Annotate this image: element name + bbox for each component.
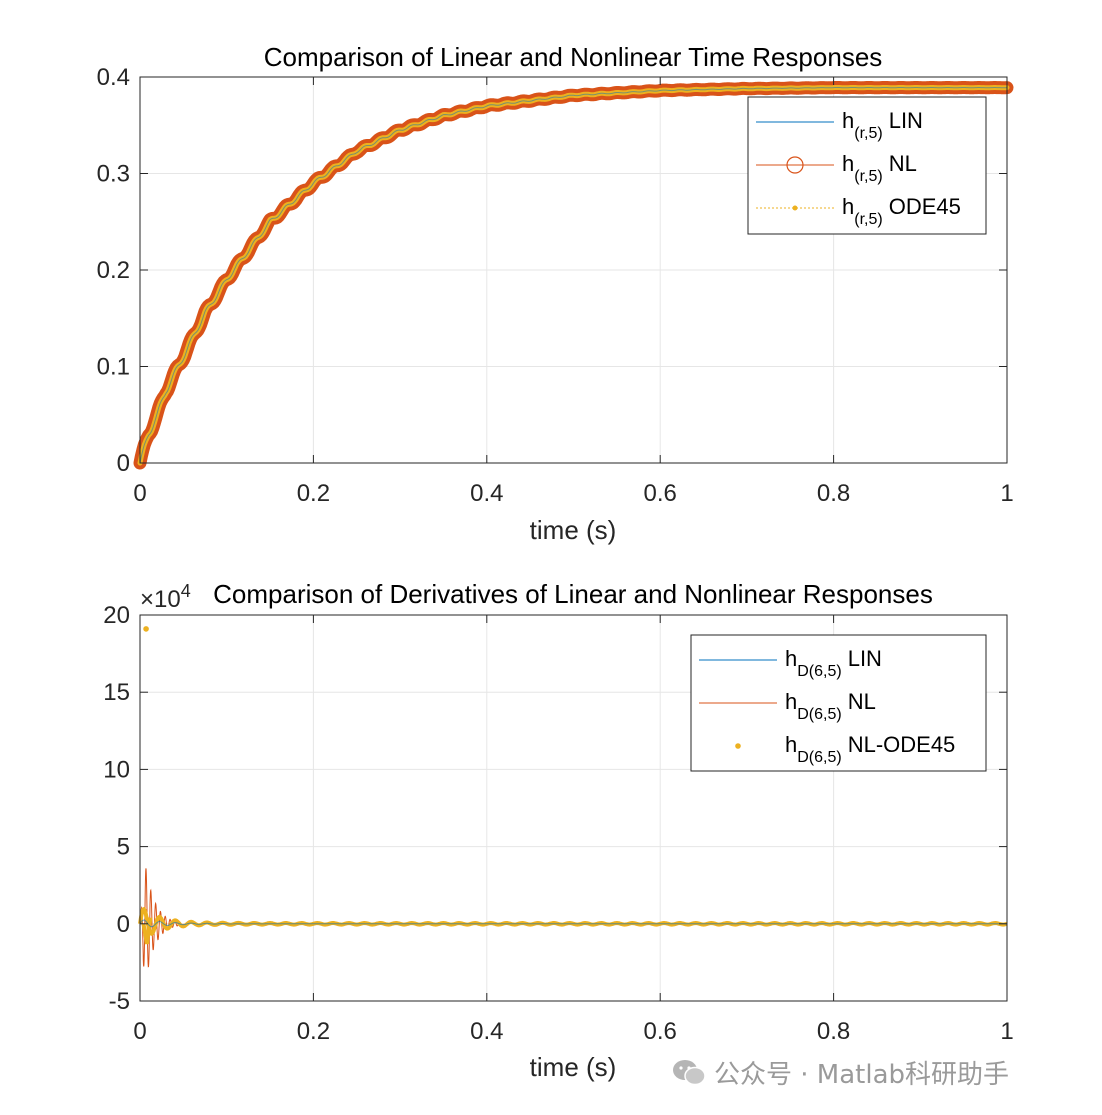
y-exponent-label: ×104 [140,581,191,613]
y-tick-label: -5 [109,988,130,1015]
chart-title-top: Comparison of Linear and Nonlinear Time … [264,42,883,72]
y-tick-label: 0.3 [97,161,130,188]
x-tick-label: 0.8 [817,480,850,507]
watermark-text: 公众号 · Matlab科研助手 [714,1060,1010,1090]
x-tick-label: 0.8 [817,1018,850,1045]
ode45-outlier-point [143,626,149,632]
bottom-series [138,626,1008,968]
x-tick-label: 0 [133,1018,146,1045]
y-tick-label: 10 [103,756,130,783]
top-series [133,81,1014,470]
x-tick-label: 0 [133,480,146,507]
watermark: 公众号 · Matlab科研助手 [672,1054,1009,1091]
legend-marker-dot [735,743,741,749]
x-tick-label: 0.4 [470,480,503,507]
series-lin-line [139,87,1008,464]
y-tick-label: 20 [103,602,130,629]
top-legend: h(r,5)LIN h(r,5)NL h(r,5)ODE45 [747,96,987,235]
y-tick-label: 5 [117,834,130,861]
y-tick-label: 0 [117,450,130,477]
legend-label-nl-ode45: hD(6,5)NL-ODE45 [785,732,955,766]
x-tick-label: 0.6 [644,1018,677,1045]
legend-label-lin: hD(6,5)LIN [785,646,882,680]
x-tick-label: 0.4 [470,1018,503,1045]
top-axes: Comparison of Linear and Nonlinear Time … [97,42,1014,545]
wechat-icon [673,1059,706,1085]
legend-marker-circle [786,156,804,174]
legend-label-lin: h(r,5)LIN [842,108,923,142]
y-tick-label: 0.4 [97,64,130,91]
series-ode45-dip [141,917,153,945]
x-tick-label: 0.2 [297,480,330,507]
y-tick-label: 0.1 [97,354,130,381]
x-tick-label: 1 [1000,480,1013,507]
legend-label-nl: h(r,5)NL [842,151,917,185]
y-tick-label: 0 [117,911,130,938]
x-tick-label: 0.6 [644,480,677,507]
x-tick-label: 0.2 [297,1018,330,1045]
chart-title-bottom: Comparison of Derivatives of Linear and … [213,579,933,609]
top-ticks: 0 0.2 0.4 0.6 0.8 1 0 0.1 0.2 0.3 0.4 [97,64,1014,507]
x-axis-label-top: time (s) [530,515,617,545]
legend-marker-dot [792,205,798,211]
y-tick-label: 0.2 [97,257,130,284]
x-axis-label-bottom: time (s) [530,1052,617,1082]
x-tick-label: 1 [1000,1018,1013,1045]
series-ode45-derivative [138,907,1008,936]
legend-label-nl: hD(6,5)NL [785,689,876,723]
bottom-axes-box [139,614,1008,1002]
y-tick-label: 15 [103,679,130,706]
series-lin-derivative [139,919,1007,928]
bottom-legend: hD(6,5)LIN hD(6,5)NL hD(6,5)NL-ODE45 [690,634,987,772]
legend-label-ode45: h(r,5)ODE45 [842,194,961,228]
